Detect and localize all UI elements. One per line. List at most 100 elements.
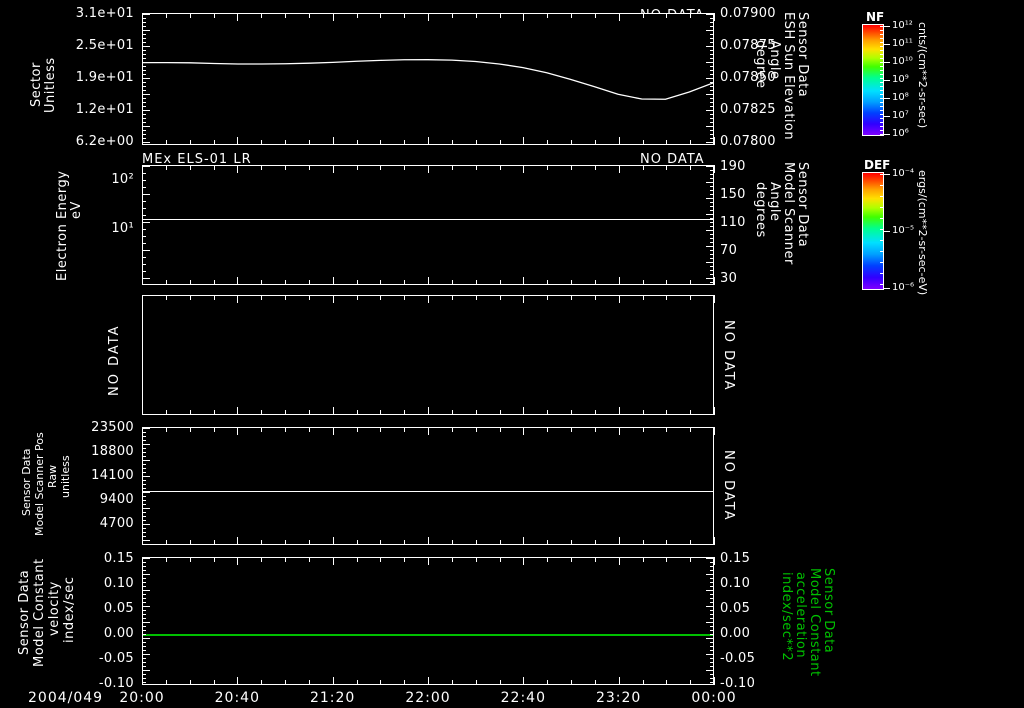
panel-2-right-ladder xyxy=(706,278,714,279)
panel-1-left-ladder xyxy=(142,82,146,83)
panel-3-plot-area[interactable] xyxy=(142,295,714,415)
panel-4-plot-area[interactable] xyxy=(142,427,714,545)
panel-5-xtick-minor-top xyxy=(547,557,549,562)
panel-1-xtick-minor-top xyxy=(189,13,191,18)
panel-2-right-ladder xyxy=(706,198,714,199)
panel-5-right-ladder xyxy=(710,642,714,643)
panel-2-plot-area[interactable] xyxy=(142,165,714,285)
colorbar-nf-minortick xyxy=(880,38,884,39)
panel-1-right-ladder xyxy=(710,102,714,103)
panel-4-xtick-major-bot xyxy=(428,537,429,545)
panel-4-left-ladder xyxy=(142,504,146,505)
panel-1-left-axis-label: Sector xyxy=(29,62,44,108)
panel-2-left-ladder xyxy=(142,201,146,202)
panel-2-left-ladder xyxy=(142,187,146,188)
panel-5-xtick-minor-bot xyxy=(356,680,358,685)
panel-4-left-ladder xyxy=(142,484,146,485)
panel-2-xtick-major-bot xyxy=(332,277,334,285)
panel-3-xtick-major-bot xyxy=(142,407,143,415)
panel-1-left-ladder xyxy=(142,42,146,43)
panel-1-ytick-2: 1.9e+01 xyxy=(75,70,134,85)
panel-2-xtick-major-top xyxy=(142,165,143,173)
panel-3-xtick-minor-bot xyxy=(571,410,572,415)
panel-1-right-ladder xyxy=(710,118,714,119)
panel-2-xtick-minor-top xyxy=(547,165,549,170)
panel-1-ytick-1: 2.5e+01 xyxy=(75,38,134,53)
panel-1-left-ladder xyxy=(142,78,150,79)
panel-2-right-ladder xyxy=(706,262,714,263)
panel-3-xtick-minor-top xyxy=(499,295,501,300)
panel-2-right-label-2: Angle xyxy=(767,182,782,222)
panel-4-left-ladder xyxy=(142,544,146,545)
colorbar-nf-gradient[interactable] xyxy=(862,24,884,136)
panel-1-xtick-minor-top xyxy=(451,13,453,18)
colorbar-def-minortick xyxy=(880,262,884,263)
panel-4-left-ladder xyxy=(142,532,146,533)
panel-5-xtick-major-top xyxy=(332,557,334,565)
panel-2-xtick-minor-top xyxy=(261,165,263,170)
panel-1-right-ladder xyxy=(710,54,714,55)
panel-5-left-ladder xyxy=(142,578,146,579)
panel-1-right-label-1: ESH Sun Elevation xyxy=(781,12,796,141)
panel-5-xtick-minor-top xyxy=(571,557,572,562)
panel-2-left-ladder xyxy=(142,271,146,272)
panel-4-left-ladder xyxy=(142,436,146,437)
panel-2-left-axis-label: Electron Energy xyxy=(55,170,70,282)
panel-2-ytick-1: 10¹ xyxy=(111,221,134,236)
panel-1-xtick-major-top xyxy=(618,13,620,21)
panel-1-right-ladder xyxy=(706,78,714,79)
panel-5-xtick-major-bot xyxy=(714,677,715,685)
panel-5-left-label-1: Model Constant xyxy=(32,558,47,668)
panel-4-left-ladder xyxy=(142,540,150,541)
panel-5-ytick-1: 0.10 xyxy=(103,576,134,591)
panel-1-left-ladder xyxy=(142,18,146,19)
colorbar-nf-minortick xyxy=(880,34,884,35)
panel-1-rtick-0: 0.07900 xyxy=(720,6,776,21)
panel-2-xtick-minor-top xyxy=(666,165,668,170)
panel-1-right-ladder xyxy=(710,114,714,115)
panel-2-left-axis-units: eV xyxy=(69,201,84,219)
colorbar-nf-minortick xyxy=(880,62,884,63)
panel-4-xtick-minor-bot xyxy=(475,540,477,545)
panel-1-right-label-3: degree xyxy=(753,40,768,89)
panel-1-right-label-2: Angle xyxy=(767,40,782,80)
panel-1-right-ladder xyxy=(706,30,714,31)
panel-1-left-ladder xyxy=(142,26,146,27)
panel-2-ytick-0: 10² xyxy=(111,172,134,187)
panel-5-rtick-2: 0.05 xyxy=(720,601,751,616)
panel-5-left-ladder xyxy=(142,606,150,607)
panel-1-plot-area[interactable] xyxy=(142,13,714,145)
panel-2-left-ladder xyxy=(142,173,146,174)
panel-4-xtick-minor-top xyxy=(499,427,501,432)
panel-2-xtick-major-bot xyxy=(618,277,620,285)
panel-2-xtick-minor-top xyxy=(285,165,286,170)
panel-5-rtick-0: 0.15 xyxy=(720,551,751,566)
panel-3-xtick-minor-top xyxy=(285,295,286,300)
panel-4-left-ladder xyxy=(142,512,146,513)
panel-1-xtick-minor-bot xyxy=(451,140,453,145)
panel-5-xtick-major-bot xyxy=(237,677,239,685)
colorbar-nf-tickmark-1 xyxy=(884,44,890,45)
panel-5-plot-area[interactable] xyxy=(142,557,714,685)
panel-2-rtick-0: 190 xyxy=(720,159,746,174)
colorbar-def-gradient[interactable] xyxy=(862,172,884,290)
panel-5-xtick-minor-top xyxy=(499,557,501,562)
colorbar-nf-minortick xyxy=(880,42,884,43)
panel-1-xtick-minor-top xyxy=(594,13,596,18)
panel-5-xtick-minor-bot xyxy=(547,680,549,685)
panel-1-right-ladder xyxy=(710,130,714,131)
panel-3-xtick-minor-top xyxy=(308,295,310,300)
panel-2-right-ladder xyxy=(706,246,714,247)
panel-2-right-ladder xyxy=(710,250,714,251)
colorbar-nf-title: NF xyxy=(866,10,885,24)
panel-2-rtick-2: 110 xyxy=(720,215,746,230)
colorbar-nf-minortick xyxy=(880,106,884,107)
panel-5-left-ladder xyxy=(142,602,146,603)
panel-5-left-label-2: velocity xyxy=(47,581,62,637)
panel-1-xtick-minor-top xyxy=(499,13,501,18)
panel-5-xtick-major-bot xyxy=(332,677,334,685)
panel-5-xtick-major-top xyxy=(714,557,715,565)
panel-4-xtick-minor-bot xyxy=(261,540,263,545)
panel-1-right-ladder xyxy=(710,50,714,51)
panel-1-left-ladder xyxy=(142,138,146,139)
